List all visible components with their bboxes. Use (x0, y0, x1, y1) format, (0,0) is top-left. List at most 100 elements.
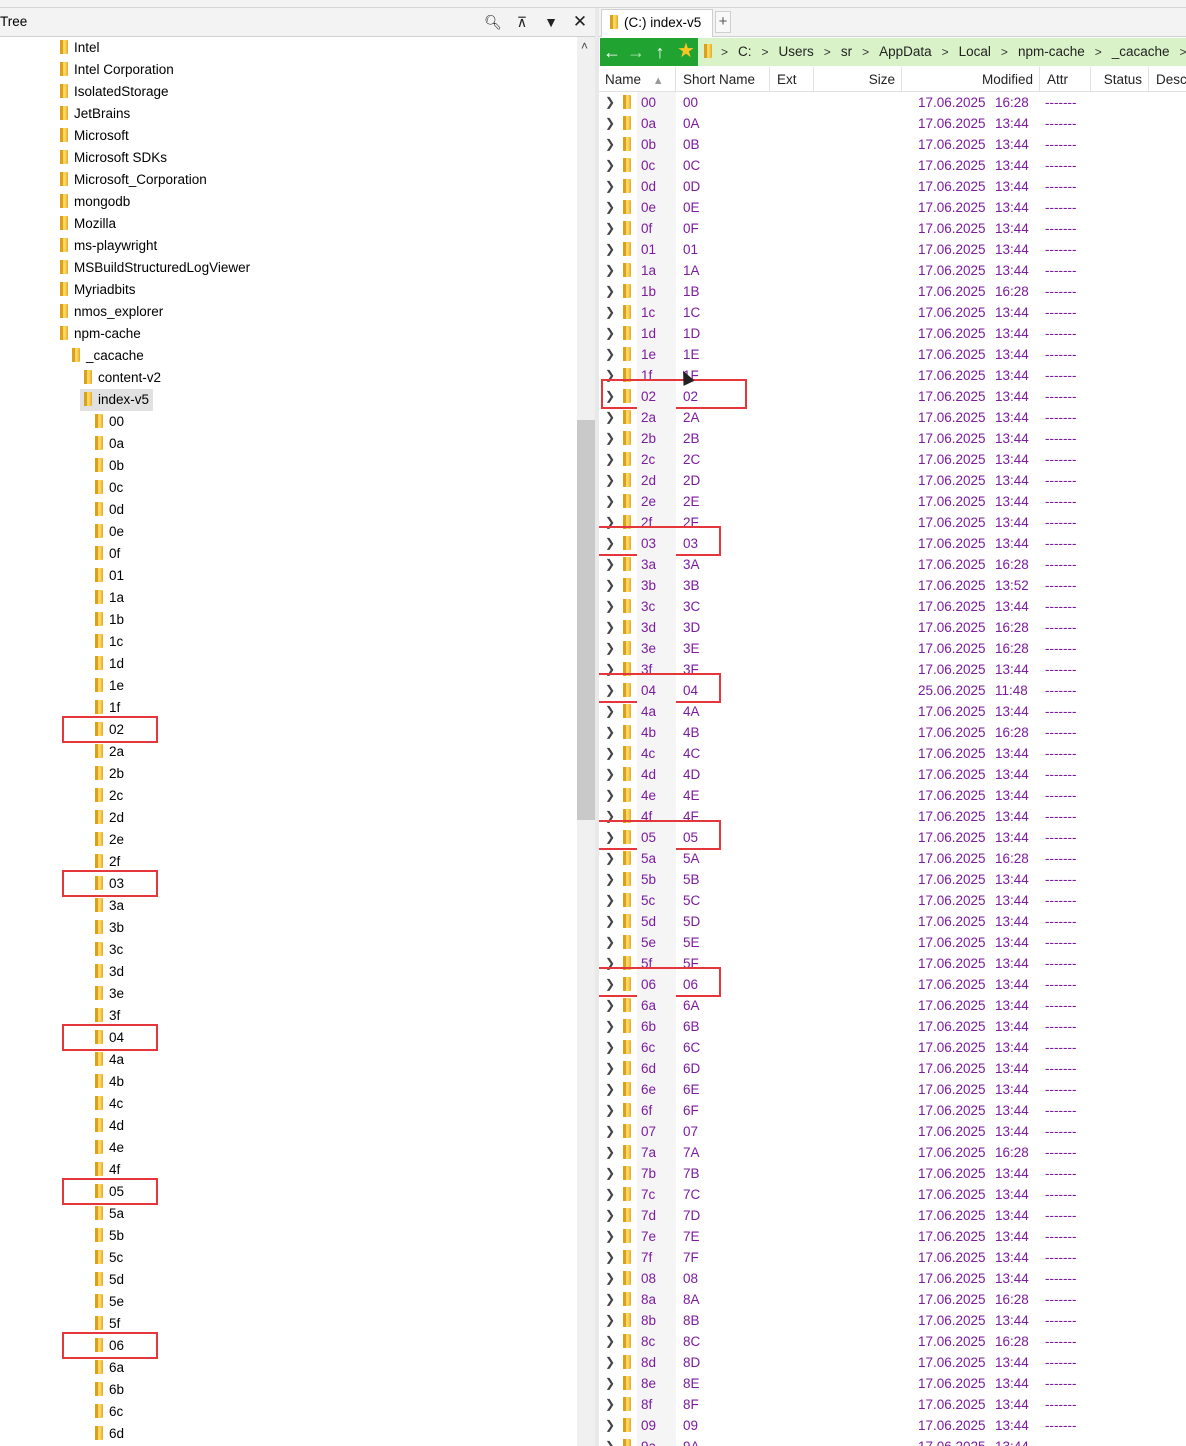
tree-item[interactable]: 3e (95, 983, 124, 1005)
table-row[interactable]: ❯ 9a 9A 17.06.2025 13:44 ------- (599, 1436, 1186, 1446)
tree-item[interactable]: 04 (95, 1027, 124, 1049)
tree-item[interactable]: 5a (95, 1203, 124, 1225)
chevron-right-icon[interactable]: ❯ (605, 242, 616, 256)
table-row[interactable]: ❯ 3c 3C 17.06.2025 13:44 ------- (599, 596, 1186, 617)
table-row[interactable]: ❯ 0b 0B 17.06.2025 13:44 ------- (599, 134, 1186, 155)
chevron-right-icon[interactable]: ❯ (605, 935, 616, 949)
tree-item[interactable]: 1f (95, 697, 120, 719)
chevron-right-icon[interactable]: ❯ (605, 956, 616, 970)
table-row[interactable]: ❯ 4b 4B 17.06.2025 16:28 ------- (599, 722, 1186, 743)
tree-item[interactable]: JetBrains (60, 103, 130, 125)
chevron-right-icon[interactable]: ❯ (605, 1292, 616, 1306)
chevron-right-icon[interactable]: ❯ (605, 767, 616, 781)
tree-item[interactable]: 00 (95, 411, 124, 433)
column-ext[interactable]: Ext (771, 67, 814, 92)
table-row[interactable]: ❯ 7c 7C 17.06.2025 13:44 ------- (599, 1184, 1186, 1205)
panel-divider[interactable] (595, 8, 599, 1446)
table-row[interactable]: ❯ 2f 2F 17.06.2025 13:44 ------- (599, 512, 1186, 533)
tree-item[interactable]: 05 (95, 1181, 124, 1203)
tree-item[interactable]: 5c (95, 1247, 123, 1269)
column-short-name[interactable]: Short Name (677, 67, 770, 92)
table-row[interactable]: ❯ 08 08 17.06.2025 13:44 ------- (599, 1268, 1186, 1289)
chevron-right-icon[interactable]: ❯ (605, 536, 616, 550)
tree-item[interactable]: 1e (95, 675, 124, 697)
table-row[interactable]: ❯ 8c 8C 17.06.2025 16:28 ------- (599, 1331, 1186, 1352)
chevron-right-icon[interactable]: ❯ (605, 431, 616, 445)
tree-item[interactable]: 06 (95, 1335, 124, 1357)
tree-item[interactable]: _cacache (72, 345, 144, 367)
chevron-right-icon[interactable]: ❯ (605, 998, 616, 1012)
tab-index-v5[interactable]: (C:) index-v5 (601, 9, 713, 37)
tree-item[interactable]: Mozilla (60, 213, 116, 235)
table-row[interactable]: ❯ 03 03 17.06.2025 13:44 ------- (599, 533, 1186, 554)
chevron-right-icon[interactable]: ❯ (605, 1439, 616, 1446)
tree-item[interactable]: 03 (95, 873, 124, 895)
tree-item[interactable]: 5b (95, 1225, 124, 1247)
arrow-left-icon[interactable]: ← (603, 42, 621, 62)
chevron-right-icon[interactable]: ❯ (605, 116, 616, 130)
table-row[interactable]: ❯ 7b 7B 17.06.2025 13:44 ------- (599, 1163, 1186, 1184)
breadcrumb-item[interactable]: Users (778, 44, 814, 59)
chevron-right-icon[interactable]: ❯ (605, 1040, 616, 1054)
tree-item[interactable]: 6b (95, 1379, 124, 1401)
column-status[interactable]: Status (1092, 67, 1149, 92)
chevron-right-icon[interactable]: ❯ (605, 1397, 616, 1411)
chevron-right-icon[interactable]: ❯ (605, 683, 616, 697)
chevron-right-icon[interactable]: ❯ (605, 599, 616, 613)
table-row[interactable]: ❯ 5f 5F 17.06.2025 13:44 ------- (599, 953, 1186, 974)
tree-item[interactable]: 2c (95, 785, 123, 807)
table-row[interactable]: ❯ 4e 4E 17.06.2025 13:44 ------- (599, 785, 1186, 806)
chevron-right-icon[interactable]: ❯ (605, 515, 616, 529)
tree-item[interactable]: 2d (95, 807, 124, 829)
tree-item[interactable]: Intel (60, 37, 100, 59)
tree-item[interactable]: 3b (95, 917, 124, 939)
table-row[interactable]: ❯ 2b 2B 17.06.2025 13:44 ------- (599, 428, 1186, 449)
table-row[interactable]: ❯ 5d 5D 17.06.2025 13:44 ------- (599, 911, 1186, 932)
tree-item[interactable]: 1a (95, 587, 124, 609)
table-row[interactable]: ❯ 2c 2C 17.06.2025 13:44 ------- (599, 449, 1186, 470)
table-row[interactable]: ❯ 01 01 17.06.2025 13:44 ------- (599, 239, 1186, 260)
chevron-right-icon[interactable]: ❯ (605, 725, 616, 739)
table-row[interactable]: ❯ 0e 0E 17.06.2025 13:44 ------- (599, 197, 1186, 218)
breadcrumb-item[interactable]: _cacache (1111, 44, 1170, 59)
chevron-right-icon[interactable]: ❯ (605, 578, 616, 592)
breadcrumb-separator-icon[interactable]: > (761, 45, 769, 59)
table-row[interactable]: ❯ 2a 2A 17.06.2025 13:44 ------- (599, 407, 1186, 428)
search-icon[interactable]: 🔍︎ (484, 14, 502, 30)
table-row[interactable]: ❯ 7a 7A 17.06.2025 16:28 ------- (599, 1142, 1186, 1163)
tree-item[interactable]: 3f (95, 1005, 120, 1027)
tree-item[interactable]: Microsoft_Corporation (60, 169, 207, 191)
table-row[interactable]: ❯ 04 04 25.06.2025 11:48 ------- (599, 680, 1186, 701)
tree-item[interactable]: Myriadbits (60, 279, 136, 301)
table-row[interactable]: ❯ 8e 8E 17.06.2025 13:44 ------- (599, 1373, 1186, 1394)
chevron-right-icon[interactable]: ❯ (605, 746, 616, 760)
table-row[interactable]: ❯ 05 05 17.06.2025 13:44 ------- (599, 827, 1186, 848)
new-tab-button[interactable]: + (715, 11, 731, 33)
chevron-right-icon[interactable]: ❯ (605, 1082, 616, 1096)
tree-item[interactable]: 6d (95, 1423, 124, 1445)
tree-item[interactable]: 2a (95, 741, 124, 763)
table-row[interactable]: ❯ 2e 2E 17.06.2025 13:44 ------- (599, 491, 1186, 512)
chevron-right-icon[interactable]: ❯ (605, 1124, 616, 1138)
tree-item[interactable]: 0d (95, 499, 124, 521)
table-row[interactable]: ❯ 8a 8A 17.06.2025 16:28 ------- (599, 1289, 1186, 1310)
table-row[interactable]: ❯ 3a 3A 17.06.2025 16:28 ------- (599, 554, 1186, 575)
breadcrumb-separator-icon[interactable]: > (823, 45, 831, 59)
table-row[interactable]: ❯ 4a 4A 17.06.2025 13:44 ------- (599, 701, 1186, 722)
tree-item[interactable]: mongodb (60, 191, 130, 213)
table-row[interactable]: ❯ 6f 6F 17.06.2025 13:44 ------- (599, 1100, 1186, 1121)
chevron-right-icon[interactable]: ❯ (605, 1313, 616, 1327)
tree-item[interactable]: 2b (95, 763, 124, 785)
table-row[interactable]: ❯ 1d 1D 17.06.2025 13:44 ------- (599, 323, 1186, 344)
tree-item[interactable]: 6c (95, 1401, 123, 1423)
table-row[interactable]: ❯ 8b 8B 17.06.2025 13:44 ------- (599, 1310, 1186, 1331)
chevron-right-icon[interactable]: ❯ (605, 452, 616, 466)
chevron-right-icon[interactable]: ❯ (605, 473, 616, 487)
table-row[interactable]: ❯ 6a 6A 17.06.2025 13:44 ------- (599, 995, 1186, 1016)
chevron-right-icon[interactable]: ❯ (605, 1145, 616, 1159)
chevron-right-icon[interactable]: ❯ (605, 494, 616, 508)
tree-item[interactable]: 3d (95, 961, 124, 983)
tree-item[interactable]: 1c (95, 631, 123, 653)
table-row[interactable]: ❯ 06 06 17.06.2025 13:44 ------- (599, 974, 1186, 995)
column-name[interactable]: Name ▲ (599, 67, 676, 92)
